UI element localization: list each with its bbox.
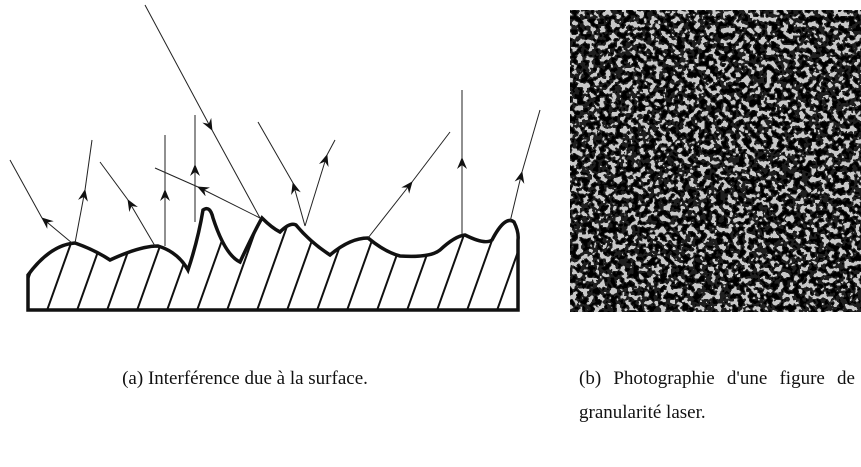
speckle-photo <box>570 10 861 312</box>
surface-diagram <box>9 4 541 312</box>
caption-a: (a) Interférence due à la surface. <box>122 368 368 389</box>
caption-b: (b) Photographie d'une figure de granula… <box>579 368 855 423</box>
